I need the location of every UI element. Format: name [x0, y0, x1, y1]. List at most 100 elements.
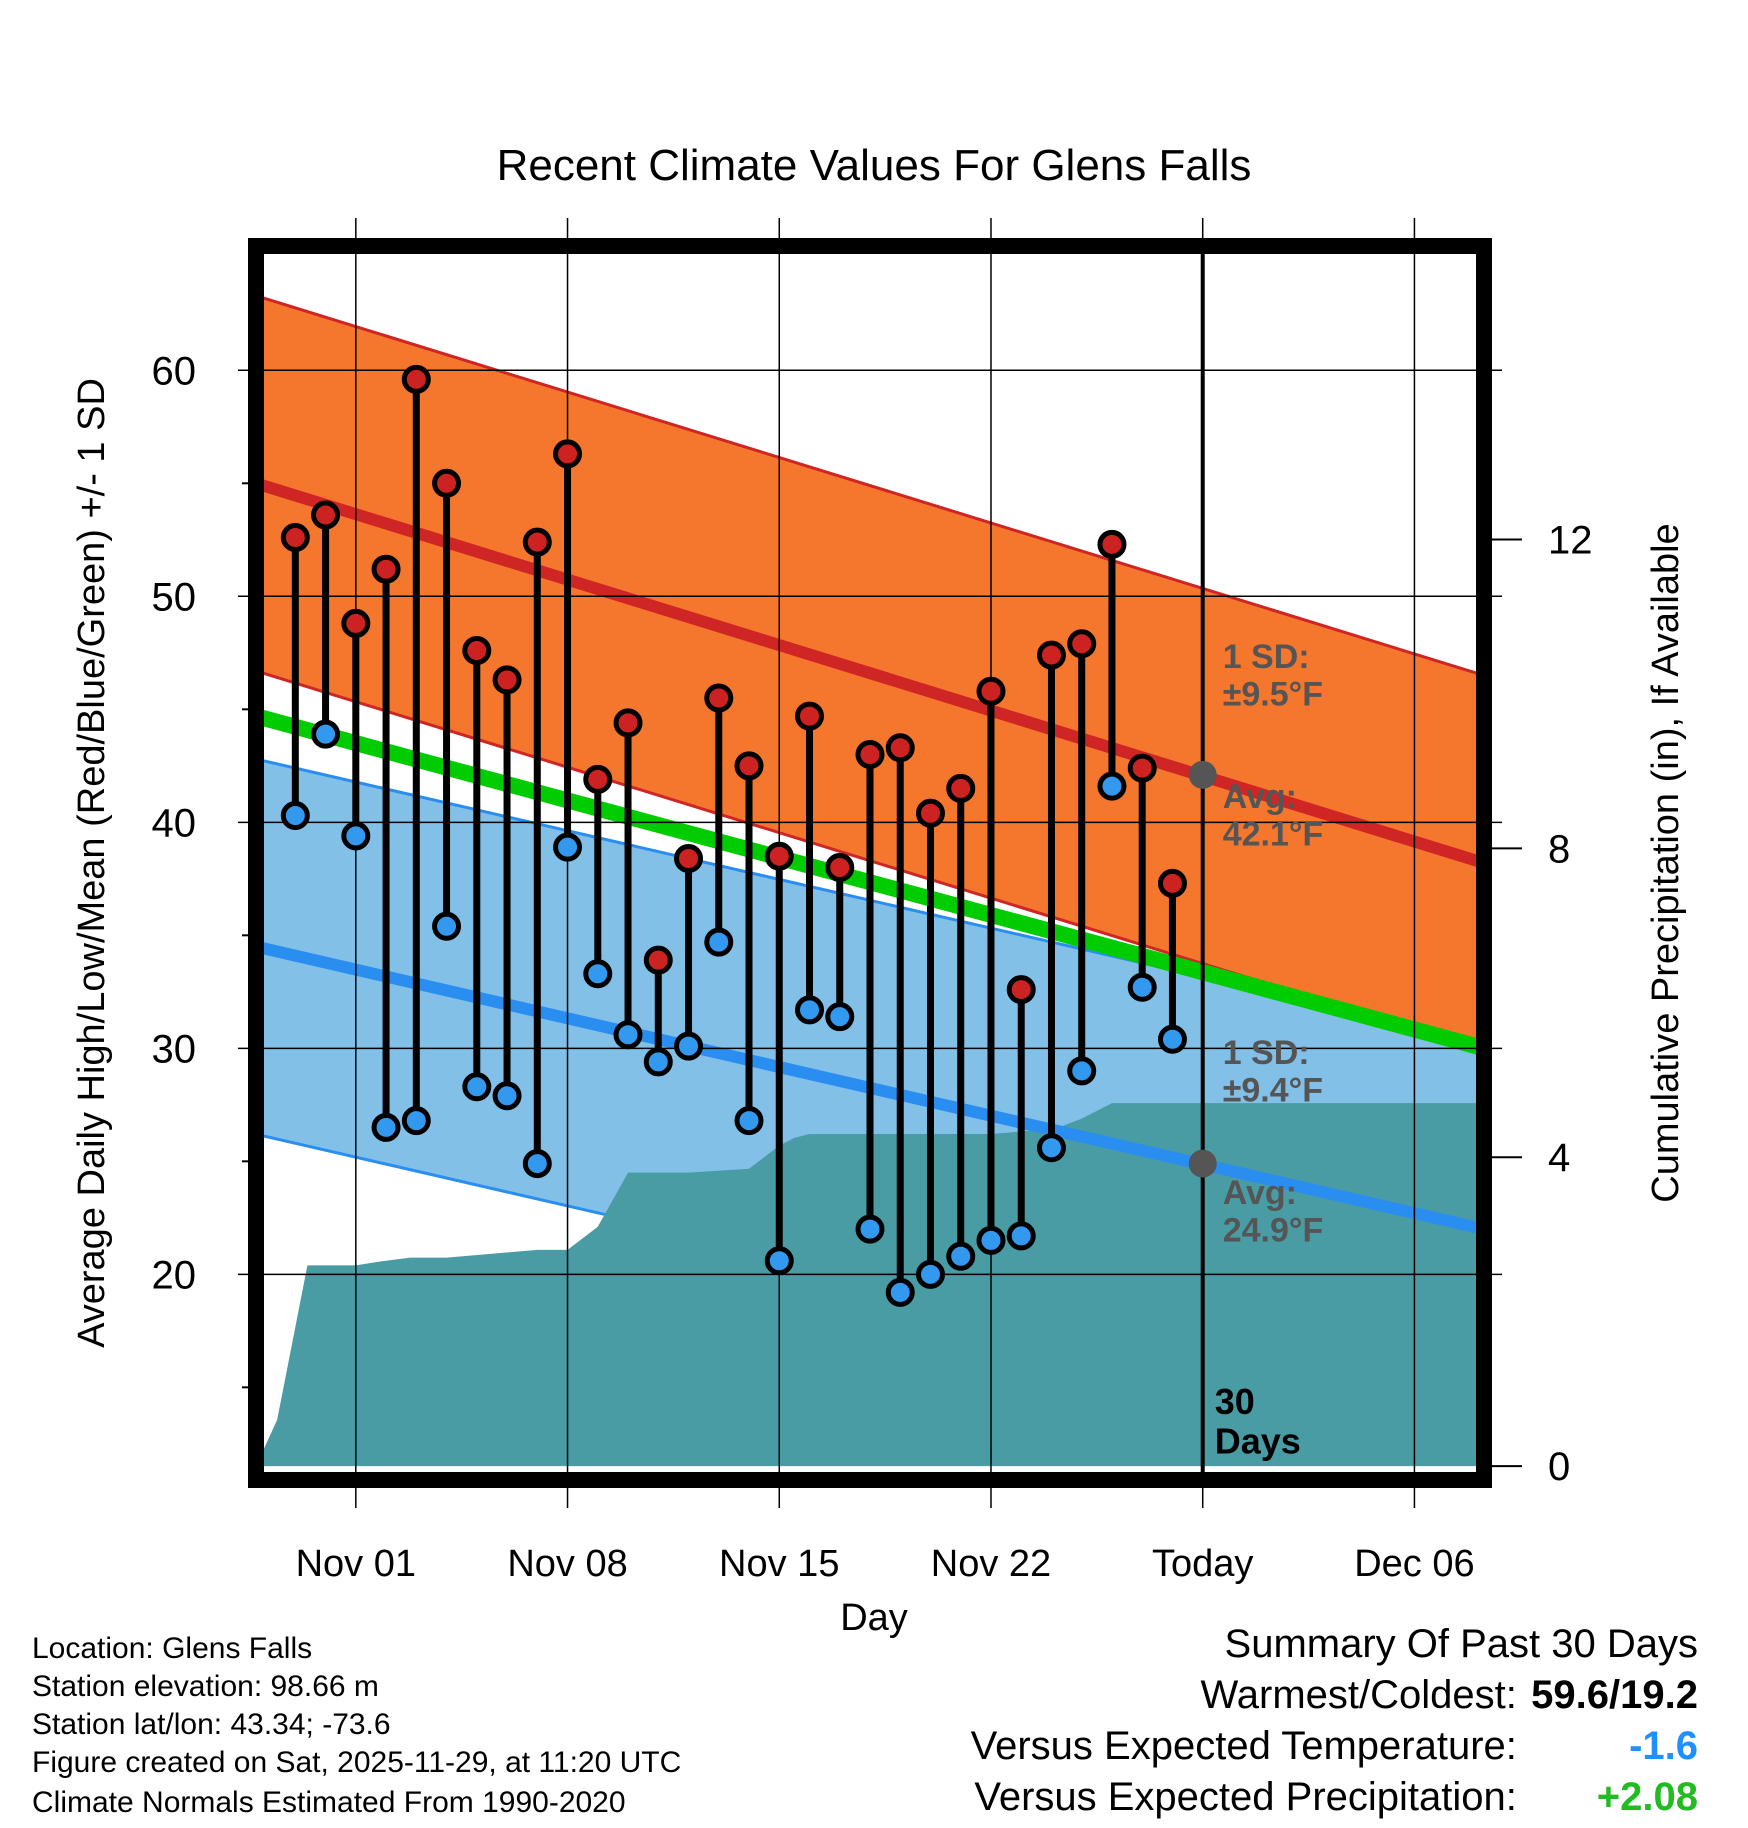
footer-created: Figure created on Sat, 2025-11-29, at 11…: [32, 1746, 682, 1779]
daily-low-point: [401, 1106, 431, 1136]
summary-precip-label: Versus Expected Precipitation:: [974, 1775, 1517, 1819]
chart-title: Recent Climate Values For Glens Falls: [497, 141, 1252, 190]
summary-warm-cold-label: Warmest/Coldest:: [1200, 1673, 1517, 1717]
daily-low-point: [522, 1149, 552, 1179]
summary-temp-label: Versus Expected Temperature:: [970, 1724, 1517, 1768]
daily-low-point: [734, 1106, 764, 1136]
y-tick-label: 60: [152, 349, 197, 393]
daily-high-point: [432, 468, 462, 498]
summary-precip: Versus Expected Precipitation: +2.08: [974, 1775, 1698, 1820]
daily-low-point: [674, 1031, 704, 1061]
daily-high-point: [341, 608, 371, 638]
daily-high-point: [795, 701, 825, 731]
daily-low-point: [492, 1081, 522, 1111]
daily-high-point: [371, 554, 401, 584]
daily-high-point: [401, 364, 431, 394]
daily-high-point: [1006, 975, 1036, 1005]
daily-low-point: [1127, 972, 1157, 1002]
x-tick-label: Nov 22: [931, 1543, 1051, 1585]
daily-low-point: [462, 1072, 492, 1102]
today-high-avg-marker: [1188, 760, 1217, 789]
y-tick-label: 40: [152, 801, 197, 845]
daily-low-point: [704, 927, 734, 957]
x-tick-label: Dec 06: [1354, 1543, 1474, 1585]
daily-low-point: [341, 821, 371, 851]
daily-high-point: [1157, 868, 1187, 898]
daily-low-point: [1036, 1133, 1066, 1163]
cumulative-precip-area: [256, 1103, 1484, 1467]
daily-low-point: [1006, 1221, 1036, 1251]
x-axis-label: Day: [840, 1597, 908, 1639]
summary-precip-value: +2.08: [1596, 1775, 1698, 1819]
footer-latlon: Station lat/lon: 43.34; -73.6: [32, 1708, 391, 1741]
daily-high-point: [1036, 640, 1066, 670]
low-avg-annotation: Avg: 24.9°F: [1223, 1174, 1324, 1249]
daily-high-point: [764, 841, 794, 871]
daily-high-point: [915, 798, 945, 828]
summary-title: Summary Of Past 30 Days: [1224, 1622, 1698, 1666]
summary-temp: Versus Expected Temperature: -1.6: [971, 1724, 1698, 1769]
daily-high-point: [553, 439, 583, 469]
daily-high-point: [492, 665, 522, 695]
y-tick-label: 20: [152, 1253, 197, 1297]
plot-frame: [248, 238, 1492, 1488]
daily-low-point: [825, 1002, 855, 1032]
daily-high-point: [643, 945, 673, 975]
daily-low-point: [795, 995, 825, 1025]
daily-high-point: [311, 500, 341, 530]
daily-low-point: [613, 1020, 643, 1050]
daily-low-point: [1157, 1024, 1187, 1054]
normal-high-line: [256, 477, 1484, 869]
x-tick-label: Nov 08: [507, 1543, 627, 1585]
daily-high-point: [1067, 629, 1097, 659]
daily-high-point: [583, 764, 613, 794]
daily-high-point: [704, 683, 734, 713]
daily-low-point: [976, 1225, 1006, 1255]
daily-low-point: [885, 1277, 915, 1307]
high-sd-annotation: 1 SD: ±9.5°F: [1223, 638, 1323, 713]
x-tick-label: Today: [1152, 1543, 1253, 1585]
footer-normals: Climate Normals Estimated From 1990-2020: [32, 1786, 626, 1819]
daily-high-point: [674, 843, 704, 873]
daily-low-point: [915, 1259, 945, 1289]
daily-low-point: [855, 1214, 885, 1244]
daily-low-point: [764, 1246, 794, 1276]
summary-warm-cold: Warmest/Coldest: 59.6/19.2: [1201, 1673, 1699, 1718]
daily-high-point: [825, 853, 855, 883]
low-sd-annotation: 1 SD: ±9.4°F: [1223, 1034, 1323, 1109]
daily-low-point: [1067, 1056, 1097, 1086]
y2-tick-label: 8: [1548, 827, 1570, 871]
footer-location: Location: Glens Falls: [32, 1632, 313, 1665]
daily-high-point: [1097, 529, 1127, 559]
daily-high-point: [522, 527, 552, 557]
daily-high-point: [613, 708, 643, 738]
high-sd-upper-edge: [256, 294, 1484, 677]
daily-low-point: [946, 1241, 976, 1271]
x-tick-label: Nov 01: [296, 1543, 416, 1585]
y2-axis-label: Cumulative Precipitation (in), If Availa…: [1645, 523, 1687, 1202]
daily-high-point: [946, 773, 976, 803]
daily-low-point: [1097, 771, 1127, 801]
daily-high-point: [1127, 753, 1157, 783]
high-avg-annotation: Avg: 42.1°F: [1223, 778, 1324, 853]
summary-warm-cold-value: 59.6/19.2: [1531, 1673, 1698, 1717]
daily-high-point: [885, 733, 915, 763]
daily-high-point: [462, 636, 492, 666]
daily-low-point: [643, 1047, 673, 1077]
y2-tick-label: 0: [1548, 1445, 1570, 1489]
daily-high-point: [734, 751, 764, 781]
window-label: 30 Days: [1215, 1381, 1301, 1462]
summary-temp-value: -1.6: [1629, 1724, 1698, 1768]
y-tick-label: 50: [152, 575, 197, 619]
y2-tick-label: 12: [1548, 518, 1593, 562]
today-low-avg-marker: [1188, 1149, 1217, 1178]
y2-tick-label: 4: [1548, 1136, 1570, 1180]
x-tick-label: Nov 15: [719, 1543, 839, 1585]
daily-high-point: [976, 676, 1006, 706]
daily-low-point: [432, 911, 462, 941]
y-axis-label: Average Daily High/Low/Mean (Red/Blue/Gr…: [71, 378, 113, 1348]
daily-low-point: [583, 959, 613, 989]
daily-high-point: [855, 740, 885, 770]
daily-low-point: [311, 719, 341, 749]
